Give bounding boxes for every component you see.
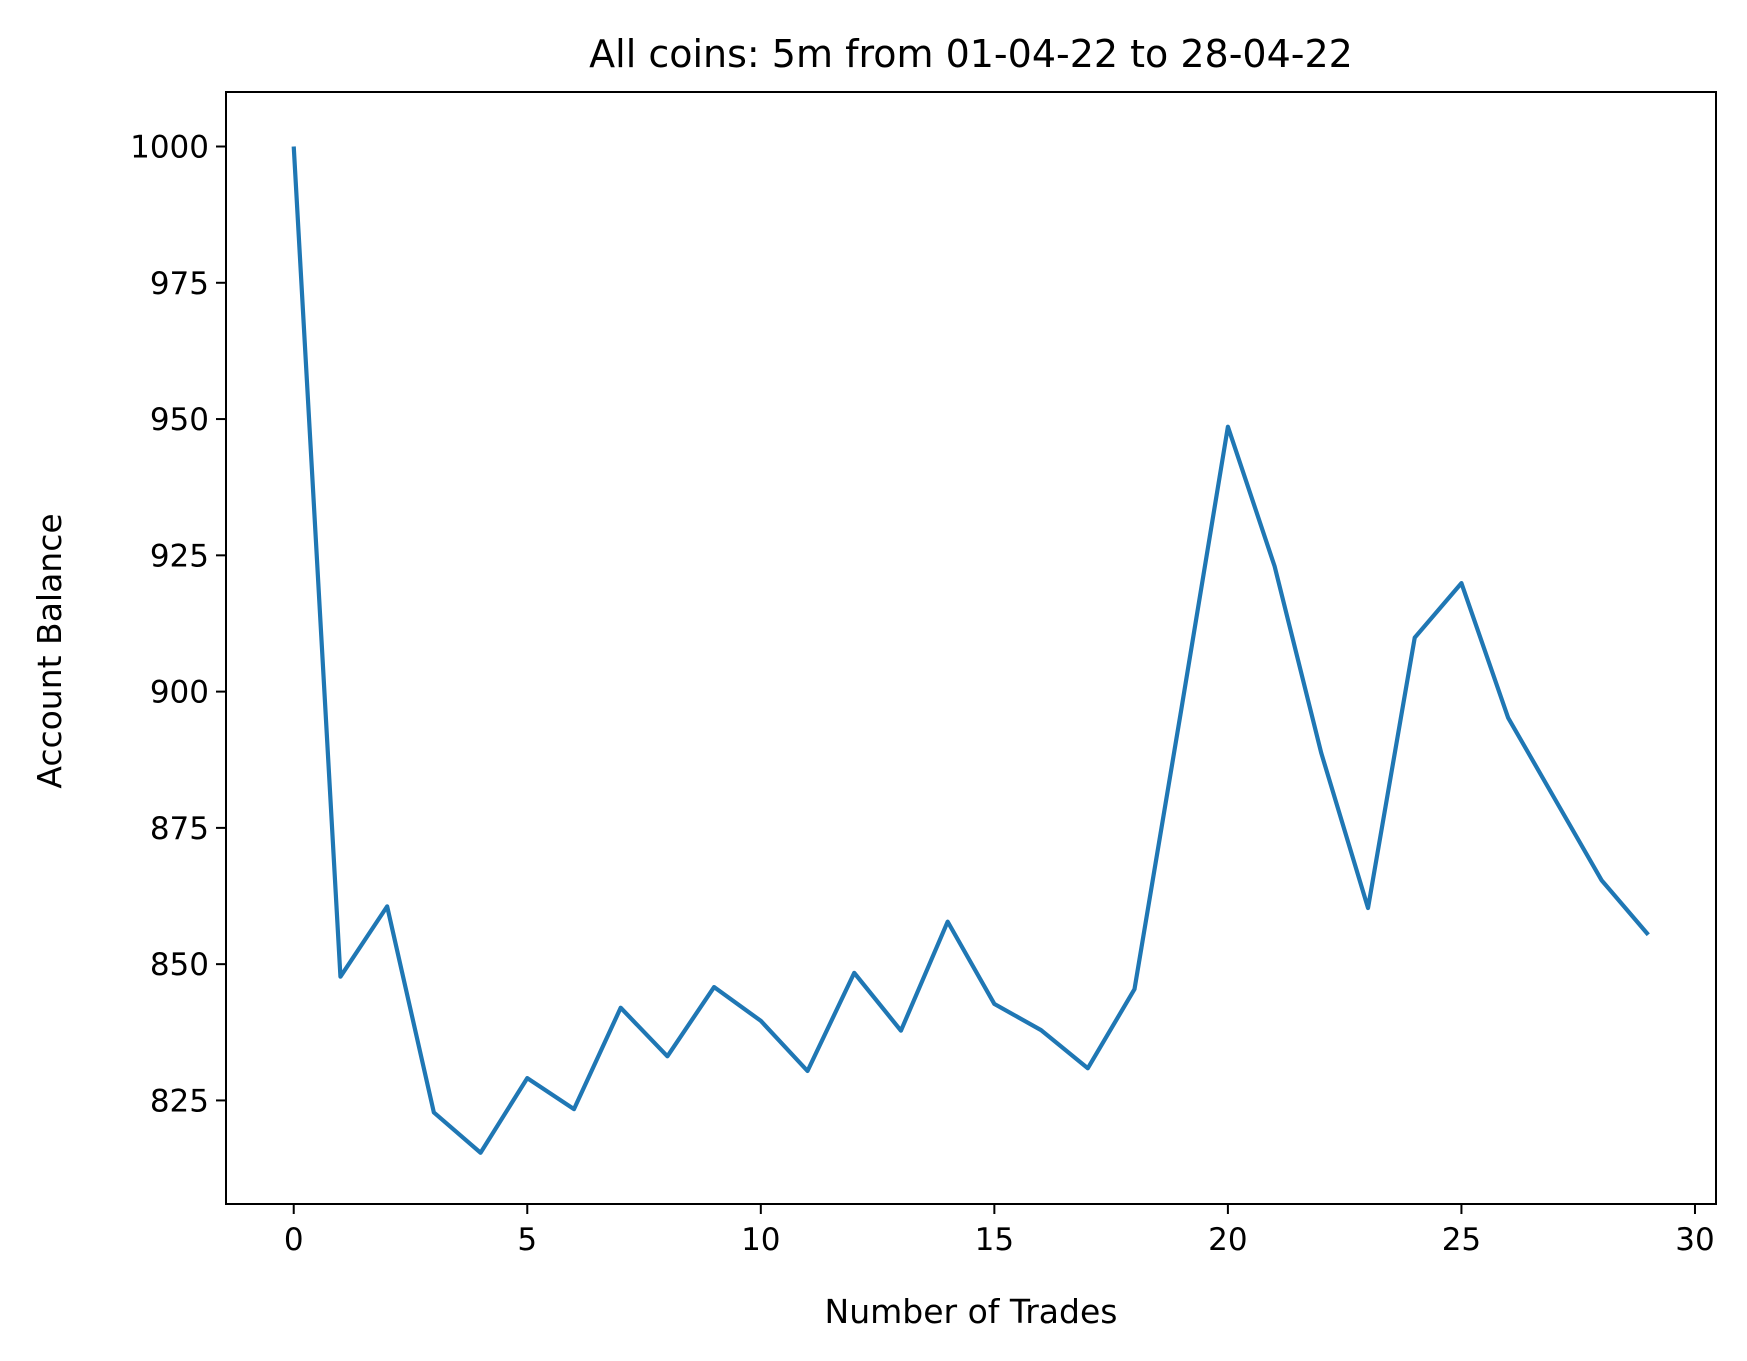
plot-area [291, 146, 1650, 1155]
y-tick-label: 875 [150, 811, 209, 847]
y-axis-label: Account Balance [30, 513, 69, 788]
plot-frame [225, 91, 1717, 1205]
x-tick-label: 10 [741, 1222, 780, 1258]
x-axis-label: Number of Trades [825, 1292, 1118, 1331]
axes: 0 5 10 15 20 25 30 825 850 875 900 925 950 975 1000 [130, 91, 1717, 1258]
x-tick-label: 30 [1675, 1222, 1714, 1258]
chart-title: All coins: 5m from 01-04-22 to 28-04-22 [589, 32, 1353, 76]
y-tick-label: 825 [150, 1083, 209, 1119]
x-tick-label: 20 [1208, 1222, 1247, 1258]
y-tick-label: 925 [150, 538, 209, 574]
y-tick-label: 975 [150, 266, 209, 302]
x-tick-label: 5 [517, 1222, 537, 1258]
x-tick-label: 15 [975, 1222, 1014, 1258]
y-tick-label: 1000 [130, 130, 209, 166]
y-tick-label: 850 [150, 947, 209, 983]
y-tick-label: 900 [150, 675, 209, 711]
series-line [291, 146, 1650, 1155]
y-tick-label: 950 [150, 402, 209, 438]
x-tick-label: 25 [1442, 1222, 1481, 1258]
x-tick-label: 0 [284, 1222, 304, 1258]
